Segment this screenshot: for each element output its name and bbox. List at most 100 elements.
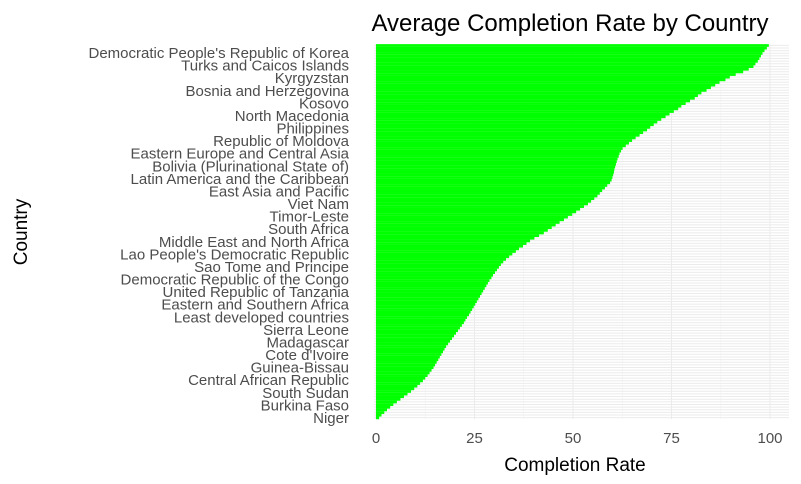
bar	[376, 305, 474, 309]
y-tick-label: Sierra Leone	[263, 322, 349, 339]
bar	[376, 86, 711, 90]
bar	[376, 89, 707, 92]
bar	[376, 289, 484, 293]
bar	[376, 329, 458, 333]
y-tick-label: Turks and Caicos Islands	[181, 58, 349, 75]
bar	[376, 350, 443, 354]
bar	[376, 300, 477, 304]
bar	[376, 411, 385, 414]
bar	[376, 49, 765, 53]
bar	[376, 355, 440, 359]
bar	[376, 231, 544, 235]
bar	[376, 326, 460, 330]
bar	[376, 144, 626, 148]
y-tick-label: Philippines	[276, 121, 349, 138]
bar	[376, 207, 581, 211]
bar	[376, 403, 394, 407]
bar	[376, 368, 432, 372]
bar	[376, 247, 520, 251]
bar	[376, 62, 756, 66]
plot-panel	[374, 44, 789, 420]
bar	[376, 287, 485, 290]
y-tick-label: Kyrgyzstan	[275, 70, 349, 87]
bar	[376, 416, 380, 420]
bar	[376, 112, 670, 116]
bar	[376, 366, 434, 370]
y-tick-label: Eastern and Southern Africa	[161, 297, 349, 314]
bar	[376, 131, 644, 135]
x-tick-label: 50	[565, 430, 582, 447]
bar	[376, 173, 614, 177]
bar	[376, 236, 535, 240]
bar	[376, 70, 744, 74]
bar	[376, 297, 479, 301]
bar	[376, 186, 605, 190]
x-tick-label: 25	[466, 430, 483, 447]
bar	[376, 202, 588, 206]
y-tick-label: Guinea-Bissau	[251, 360, 349, 377]
bar	[376, 73, 736, 76]
bar	[376, 374, 428, 377]
bar	[376, 197, 595, 201]
bar	[376, 363, 436, 367]
bar	[376, 276, 492, 280]
bar	[376, 75, 730, 79]
bar	[376, 136, 636, 140]
bar	[376, 192, 600, 195]
bar	[376, 268, 497, 272]
y-tick-label: Niger	[313, 410, 349, 427]
bar	[376, 102, 686, 105]
bar	[376, 223, 556, 227]
bar	[376, 234, 540, 237]
bar	[376, 252, 513, 256]
y-tick-label: Burkina Faso	[261, 397, 349, 414]
bar	[376, 310, 471, 314]
bar	[376, 316, 468, 319]
bar	[376, 141, 629, 145]
bar	[376, 379, 423, 383]
bar	[376, 398, 401, 401]
x-tick-label: 75	[663, 430, 680, 447]
bar	[376, 157, 618, 161]
bar	[376, 334, 455, 338]
bar	[376, 263, 501, 267]
y-tick-label: Bosnia and Herzegovina	[186, 83, 350, 100]
bar	[376, 408, 388, 412]
bar	[376, 228, 548, 232]
bar	[376, 115, 666, 119]
bar	[376, 342, 449, 346]
y-tick-label: East Asia and Pacific	[209, 183, 350, 200]
y-axis-title: Country	[11, 198, 32, 265]
bar	[376, 107, 679, 111]
bar	[376, 215, 568, 219]
y-tick-label: South Sudan	[262, 385, 349, 402]
bar	[376, 361, 437, 364]
bar	[376, 302, 476, 306]
bar	[376, 281, 488, 285]
y-tick-label: Democratic Republic of the Congo	[121, 272, 349, 289]
x-tick-label: 0	[372, 430, 380, 447]
bar	[376, 260, 504, 264]
bar	[376, 59, 758, 63]
bar	[376, 387, 415, 391]
bar	[376, 162, 616, 166]
bar	[376, 57, 760, 61]
bar	[376, 118, 662, 121]
bar	[376, 258, 507, 261]
y-tick-label: Cote d'Ivoire	[265, 347, 349, 364]
y-tick-label: Timor-Leste	[270, 209, 349, 226]
bar	[376, 160, 617, 164]
y-tick-label: Latin America and the Caribbean	[131, 171, 349, 188]
y-tick-label: Sao Tome and Principe	[194, 259, 349, 276]
bar	[376, 265, 499, 269]
bar	[376, 104, 682, 108]
bar	[376, 152, 620, 156]
bar	[376, 395, 404, 399]
bar	[376, 54, 761, 58]
y-tick-label: Lao People's Democratic Republic	[120, 246, 349, 263]
bar	[376, 120, 658, 124]
y-tick-label: Central African Republic	[188, 372, 349, 389]
bar	[376, 139, 633, 142]
bar	[376, 78, 726, 82]
bar	[376, 176, 613, 179]
